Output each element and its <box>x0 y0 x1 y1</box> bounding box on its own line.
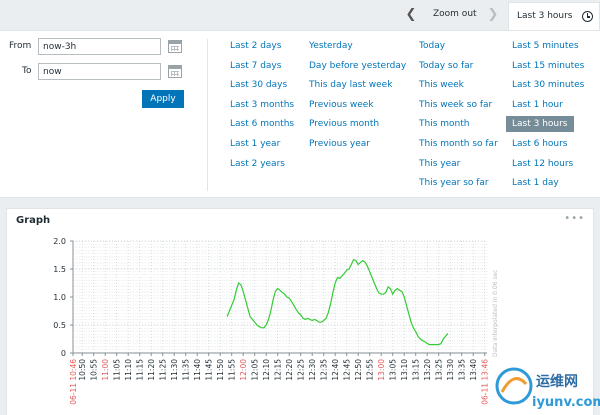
quick-range-last-1-year[interactable]: Last 1 year <box>230 139 281 149</box>
watermark-logo: 运维网 iyunv.com <box>495 367 600 410</box>
quick-range-last-3-hours[interactable]: Last 3 hours <box>506 116 574 133</box>
time-range-bar: ❮ Zoom out ❯ Last 3 hours <box>0 0 600 30</box>
x-tick-label: 11:35 <box>182 359 191 381</box>
zoom-out-button[interactable]: Zoom out <box>433 9 477 19</box>
x-tick-label: 12:05 <box>251 359 260 381</box>
x-tick-label: 12:15 <box>274 359 283 381</box>
quick-range-this-year-so-far[interactable]: This year so far <box>419 178 489 189</box>
quick-range-last-2-days[interactable]: Last 2 days <box>230 41 282 51</box>
quick-range-previous-year[interactable]: Previous year <box>309 139 370 149</box>
quick-range-last-1-hour[interactable]: Last 1 hour <box>512 99 563 110</box>
x-tick-label: 12:55 <box>366 359 375 381</box>
y-tick-label: 1.0 <box>53 293 66 302</box>
svg-text:iyunv.com: iyunv.com <box>532 395 600 410</box>
x-tick-label: 12:00 <box>239 359 248 381</box>
x-tick-label: 11:25 <box>159 359 168 381</box>
quick-range-this-week[interactable]: This week <box>419 80 464 91</box>
tab-time-range-label: Last 3 hours <box>517 11 573 21</box>
x-tick-label: 13:10 <box>400 359 409 381</box>
time-filter-panel: From To Apply Last 2 days Last 7 days Last… <box>0 30 600 198</box>
x-tick-label: 12:10 <box>262 359 271 381</box>
x-tick-label: 12:35 <box>320 359 329 381</box>
quick-range-today[interactable]: Today <box>419 41 446 51</box>
apply-button[interactable]: Apply <box>142 90 184 108</box>
x-tick-label: 13:00 <box>377 359 386 381</box>
x-tick-label: 12:30 <box>308 359 317 381</box>
quick-range-last-30-minutes[interactable]: Last 30 minutes <box>512 80 585 91</box>
x-tick-label: 13:35 <box>458 359 467 381</box>
from-input[interactable] <box>38 38 161 55</box>
x-tick-label: 13:15 <box>412 359 421 381</box>
x-tick-label: 12:50 <box>354 359 363 381</box>
graph-widget: Graph ••• 2.0 1.5 1.0 0.5 0 06-11 10:46 10:50 1… <box>6 208 594 415</box>
quick-range-last-6-hours[interactable]: Last 6 hours <box>512 139 568 149</box>
x-tick-label: 06-11 13:46 <box>481 359 490 405</box>
chevron-left-icon[interactable]: ❮ <box>405 7 417 22</box>
x-tick-label: 11:45 <box>205 359 214 381</box>
quick-range-this-day-last-week[interactable]: This day last week <box>309 80 393 91</box>
x-tick-label: 10:55 <box>90 359 99 381</box>
x-tick-label: 12:45 <box>343 359 352 381</box>
from-label: From <box>9 41 32 51</box>
x-tick-label: 10:50 <box>78 359 87 381</box>
quick-range-last-12-hours[interactable]: Last 12 hours <box>512 158 574 169</box>
x-tick-label: 11:05 <box>113 359 122 381</box>
y-tick-label: 1.5 <box>53 265 66 274</box>
x-tick-label: 13:20 <box>423 359 432 381</box>
x-tick-label: 11:20 <box>147 359 156 381</box>
quick-range-last-5-minutes[interactable]: Last 5 minutes <box>512 41 579 51</box>
to-input[interactable] <box>38 63 161 80</box>
quick-range-this-month-so-far[interactable]: This month so far <box>419 139 498 149</box>
quick-range-today-so-far[interactable]: Today so far <box>419 60 474 71</box>
x-tick-label: 11:40 <box>193 359 202 381</box>
panel-divider <box>207 39 208 191</box>
quick-range-last-7-days[interactable]: Last 7 days <box>230 60 282 71</box>
quick-range-last-15-minutes[interactable]: Last 15 minutes <box>512 60 585 71</box>
quick-range-previous-week[interactable]: Previous week <box>309 99 374 110</box>
x-tick-label: 11:15 <box>136 359 145 381</box>
quick-range-this-week-so-far[interactable]: This week so far <box>419 99 493 110</box>
quick-range-day-before-yesterday[interactable]: Day before yesterday <box>309 60 407 71</box>
tab-time-range[interactable]: Last 3 hours <box>508 2 600 30</box>
x-tick-label: 13:05 <box>389 359 398 381</box>
x-tick-label: 13:25 <box>435 359 444 381</box>
quick-range-previous-month[interactable]: Previous month <box>309 119 380 130</box>
x-tick-label: 12:25 <box>297 359 306 381</box>
quick-range-this-month[interactable]: This month <box>419 119 470 130</box>
quick-range-yesterday[interactable]: Yesterday <box>309 41 353 51</box>
x-tick-label: 11:10 <box>124 359 133 381</box>
from-calendar-icon[interactable] <box>168 40 182 53</box>
quick-range-last-3-months[interactable]: Last 3 months <box>230 99 295 110</box>
x-tick-label: 11:55 <box>228 359 237 381</box>
series-line-value <box>226 258 449 346</box>
svg-text:运维网: 运维网 <box>536 373 578 390</box>
x-tick-label: 11:00 <box>101 359 110 381</box>
chart-side-note: Data interpolated in 0.06 sec <box>492 269 499 357</box>
x-tick-label: 13:40 <box>469 359 478 381</box>
y-tick-label: 0.5 <box>53 321 66 330</box>
x-tick-label: 13:30 <box>446 359 455 381</box>
quick-range-last-6-months[interactable]: Last 6 months <box>230 119 295 130</box>
x-tick-label: 12:40 <box>331 359 340 381</box>
x-tick-label: 06-11 10:46 <box>69 359 78 405</box>
y-tick-label: 0 <box>61 349 66 358</box>
quick-range-last-2-years[interactable]: Last 2 years <box>230 158 285 169</box>
widget-menu-icon[interactable]: ••• <box>564 213 585 224</box>
clock-icon <box>582 11 593 22</box>
chevron-right-icon[interactable]: ❯ <box>487 7 499 22</box>
x-tick-label: 11:50 <box>216 359 225 381</box>
y-tick-label: 2.0 <box>53 237 66 246</box>
widget-title: Graph <box>16 215 51 226</box>
quick-range-last-1-day[interactable]: Last 1 day <box>512 178 559 189</box>
x-tick-label: 11:30 <box>170 359 179 381</box>
quick-range-this-year[interactable]: This year <box>419 158 461 169</box>
quick-range-last-30-days[interactable]: Last 30 days <box>230 80 288 91</box>
x-tick-label: 12:20 <box>285 359 294 381</box>
to-calendar-icon[interactable] <box>168 65 182 78</box>
to-label: To <box>22 66 32 76</box>
